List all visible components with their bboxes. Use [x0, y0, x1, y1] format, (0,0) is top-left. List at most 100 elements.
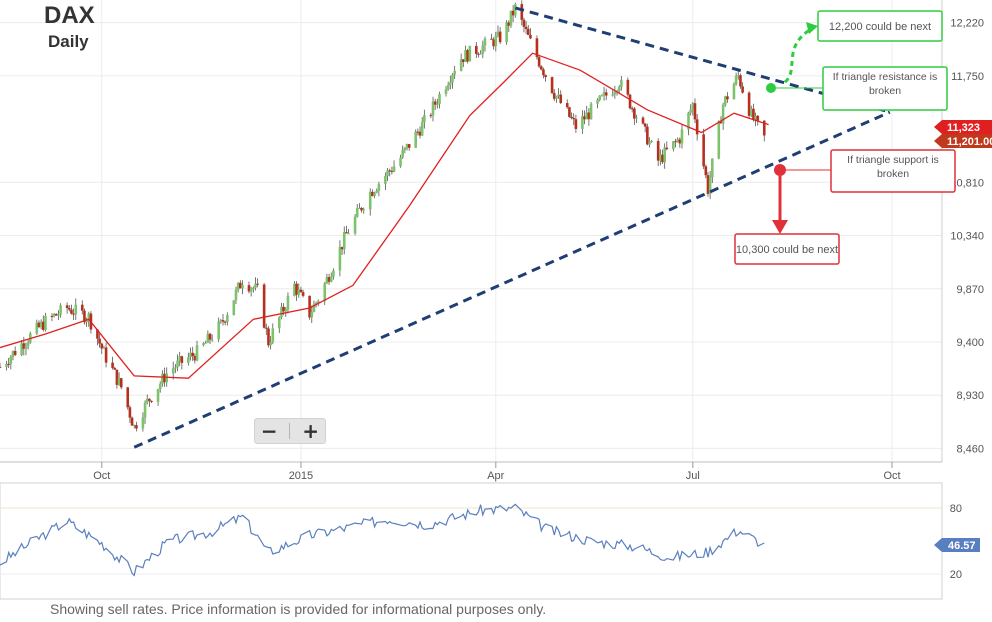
candle-body: [20, 343, 23, 355]
candle-body: [648, 141, 651, 145]
candle-body: [54, 313, 58, 316]
candle-body: [360, 207, 363, 211]
candle-body: [431, 101, 435, 116]
y-tick-label: 10,340: [950, 231, 984, 243]
candle-body: [340, 246, 344, 250]
candle-body: [316, 301, 320, 303]
y-axis-ticks: 8,460 8,930 9,400 9,870 10,340 10,810 11,750 12…: [950, 18, 984, 456]
candle-body: [286, 295, 290, 310]
support-note-wrap: If triangle support is broken: [847, 154, 939, 180]
up-arrow-head: [806, 22, 818, 34]
candle-body: [113, 367, 117, 370]
candle-body: [338, 246, 342, 271]
candle-body: [617, 87, 621, 92]
candle-body: [550, 77, 554, 94]
candle-body: [208, 333, 212, 340]
candle-body: [252, 287, 255, 289]
candle-body: [111, 362, 114, 368]
candle-body: [665, 147, 669, 150]
candle-body: [295, 283, 298, 295]
candle-body: [98, 338, 101, 344]
y-tick-label: 8,930: [956, 390, 984, 402]
candle-body: [736, 75, 740, 77]
candle-body: [659, 154, 662, 161]
candle-body: [542, 69, 545, 76]
candle-body: [44, 315, 47, 330]
candle-body: [449, 82, 452, 86]
candle-body: [219, 320, 223, 322]
candle-body: [678, 139, 682, 144]
candle-body: [600, 95, 604, 97]
x-tick-label: Apr: [487, 470, 504, 482]
candle-body: [492, 39, 495, 47]
candle-body: [641, 117, 645, 124]
candle-body: [604, 92, 608, 96]
candle-body: [721, 104, 725, 124]
candle-body: [161, 373, 164, 384]
candle-body: [399, 157, 402, 167]
candle-body: [496, 31, 500, 36]
candle-body: [589, 103, 593, 120]
candle-body: [494, 35, 498, 47]
down-arrow-head: [772, 220, 788, 234]
candle-body: [459, 59, 463, 71]
oscillator-line: [0, 503, 765, 577]
candle-body: [342, 232, 346, 250]
candle-body: [565, 103, 569, 108]
oscillator-last-bg: [934, 538, 980, 552]
annotation-group: 12,200 could be next If triangle resista…: [734, 10, 956, 265]
candle-body: [202, 343, 205, 346]
candle-body: [308, 295, 311, 318]
candle-body: [386, 170, 389, 176]
candle-body: [674, 141, 677, 143]
candle-body: [226, 315, 229, 323]
candle-body: [143, 402, 147, 418]
candle-body: [236, 282, 240, 290]
candle-body: [384, 175, 387, 184]
candle-body: [13, 350, 17, 355]
candle-body: [596, 99, 599, 104]
y-tick-label: 12,220: [950, 18, 984, 30]
candle-body: [297, 289, 301, 295]
y-tick-label: 11,750: [951, 71, 984, 83]
candle-body: [646, 126, 649, 145]
zoom-in-button[interactable]: +: [302, 419, 320, 443]
candle-body: [403, 147, 407, 151]
candle-body: [221, 320, 225, 322]
candle-body: [353, 216, 357, 234]
x-axis-ticks: Oct 2015 Apr Jul Oct: [93, 462, 901, 482]
candle-body: [83, 310, 86, 323]
candle-body: [74, 304, 78, 315]
candle-body: [65, 305, 69, 309]
candle-body: [680, 129, 684, 144]
candle-body: [708, 177, 712, 194]
candle-body: [643, 123, 647, 127]
candle-body: [256, 283, 259, 285]
candle-body: [630, 108, 634, 110]
candle-body: [587, 112, 591, 120]
candle-body: [656, 141, 660, 161]
candle-body: [585, 112, 589, 120]
candle-body: [9, 356, 13, 365]
candle-body: [347, 233, 350, 235]
candle-body: [180, 356, 184, 363]
main-plot-area: [0, 0, 942, 462]
candle-body: [271, 328, 275, 343]
zoom-out-button[interactable]: −: [260, 419, 278, 443]
candle-body: [717, 121, 721, 159]
candle-body: [100, 343, 104, 349]
candle-body: [232, 300, 236, 316]
candlesticks: [0, 0, 766, 432]
candle-body: [104, 347, 108, 363]
candle-body: [35, 322, 39, 334]
candle-body: [269, 342, 272, 346]
zoom-control: − +: [254, 418, 326, 444]
candle-body: [388, 170, 392, 172]
candle-body: [362, 209, 366, 211]
candle-body: [552, 93, 556, 99]
candle-body: [436, 104, 439, 106]
x-tick-label: Jul: [686, 470, 700, 482]
y-tick-label: 10,810: [950, 177, 984, 189]
candle-body: [687, 112, 690, 130]
candle-body: [507, 22, 511, 26]
